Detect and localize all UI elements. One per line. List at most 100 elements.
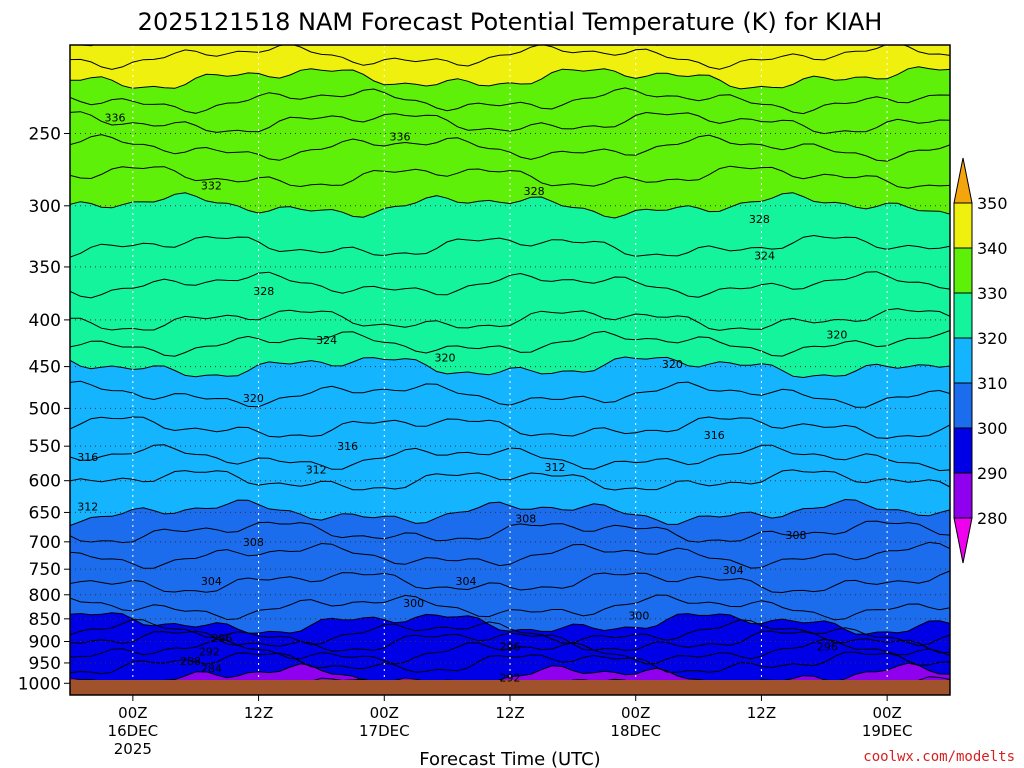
contour-label: 292 (199, 646, 220, 659)
colorbar: 350 340 330 320 310 300 290 280 (953, 157, 1008, 564)
y-tick-label: 1000 (18, 674, 61, 694)
y-tick-label: 400 (29, 311, 61, 331)
contour-label: 320 (826, 328, 847, 341)
contour-label: 296 (500, 641, 521, 654)
colorbar-swatch-340 (953, 202, 973, 249)
y-axis: 2503003504004505005506006507007508008509… (18, 124, 70, 694)
contour-label: 328 (524, 185, 545, 198)
isentrope-332 (70, 165, 950, 189)
contour-label: 300 (628, 610, 649, 623)
contour-label: 288 (180, 655, 201, 668)
contour-label: 324 (316, 334, 337, 347)
isentrope-310 (70, 498, 950, 526)
contour-label: 292 (500, 671, 521, 684)
colorbar-label: 300 (977, 419, 1008, 438)
colorbar-label: 310 (977, 374, 1008, 393)
colorbar-swatch-280 (953, 472, 973, 519)
colorbar-swatch-330 (953, 247, 973, 294)
colorbar-label: 290 (977, 464, 1008, 483)
credit-text: coolwx.com/modelts (863, 749, 1015, 765)
y-tick-label: 350 (29, 258, 61, 278)
contour-label: 312 (545, 461, 566, 474)
isentrope-294 (70, 638, 950, 665)
contour-label: 316 (337, 440, 358, 453)
x-axis-label: Forecast Time (UTC) (419, 749, 600, 768)
colorbar-label: 280 (977, 509, 1008, 528)
isentrope-304 (70, 570, 950, 594)
contour-label: 316 (77, 451, 98, 464)
colorbar-swatch-290 (953, 427, 973, 474)
y-tick-label: 250 (29, 124, 61, 144)
contour-label: 336 (390, 131, 411, 144)
isentrope-328 (70, 234, 950, 258)
y-tick-label: 750 (29, 560, 61, 580)
contour-label: 320 (435, 352, 456, 365)
ground-strip (70, 680, 950, 695)
contour-label: 304 (201, 575, 222, 588)
y-tick-label: 650 (29, 503, 61, 523)
colorbar-label: 330 (977, 284, 1008, 303)
contour-labels: 336 336 332 328 328 328 324 324 320 320 320 320 316 3… (77, 111, 847, 684)
contour-label: 308 (515, 512, 536, 525)
x-tick-label: 00Z (118, 704, 147, 722)
contour-label: 312 (77, 500, 98, 513)
contour-label: 308 (243, 536, 264, 549)
y-tick-label: 600 (29, 472, 61, 492)
x-tick-date: 19DEC (862, 722, 913, 740)
chart-title: 2025121518 NAM Forecast Potential Temper… (138, 8, 883, 36)
y-tick-label: 850 (29, 610, 61, 630)
contour-label: 304 (723, 564, 744, 577)
x-tick-year: 2025 (114, 740, 152, 758)
x-tick-date: 16DEC (108, 722, 159, 740)
contour-label: 328 (253, 285, 274, 298)
isentrope-336 (70, 111, 950, 135)
isentrope-342 (70, 45, 950, 70)
colorbar-swatch-310 (953, 337, 973, 384)
contour-label: 308 (786, 529, 807, 542)
colorbar-under-arrow (953, 517, 973, 564)
contour-label: 284 (201, 662, 222, 675)
isentrope-326 (70, 271, 950, 299)
x-tick-label: 12Z (747, 704, 776, 722)
isentrope-334 (70, 134, 950, 162)
y-tick-label: 900 (29, 632, 61, 652)
isentrope-338 (70, 87, 950, 115)
contour-label: 304 (456, 575, 477, 588)
isentrope-320 (70, 356, 950, 379)
contour-label: 300 (403, 597, 424, 610)
y-tick-label: 550 (29, 437, 61, 457)
y-tick-label: 450 (29, 358, 61, 378)
contour-label: 320 (243, 392, 264, 405)
isentrope-322 (70, 330, 950, 357)
x-tick-label: 00Z (872, 704, 901, 722)
colorbar-label: 350 (977, 194, 1008, 213)
isentrope-312 (70, 469, 950, 491)
colorbar-swatch-320 (953, 292, 973, 339)
isentrope-300 (70, 612, 950, 635)
colorbar-label: 340 (977, 239, 1008, 258)
y-tick-label: 700 (29, 533, 61, 553)
y-tick-label: 950 (29, 654, 61, 674)
plot-area: 336 336 332 328 328 328 324 324 320 320 320 320 316 3… (70, 45, 950, 695)
contour-label: 336 (105, 111, 126, 124)
x-tick-label: 00Z (370, 704, 399, 722)
y-tick-label: 800 (29, 586, 61, 606)
contour-label: 328 (749, 213, 770, 226)
isentrope-316 (70, 416, 950, 439)
isentrope-324 (70, 308, 950, 331)
x-tick-label: 12Z (495, 704, 524, 722)
x-tick-label: 12Z (244, 704, 273, 722)
colorbar-swatch-300 (953, 382, 973, 429)
isentrope-306 (70, 541, 950, 569)
contour-label: 332 (201, 179, 222, 192)
x-tick-date: 18DEC (610, 722, 661, 740)
contour-label: 316 (704, 429, 725, 442)
colorbar-over-arrow (953, 157, 973, 204)
contour-label: 296 (211, 632, 232, 645)
contour-label: 296 (817, 641, 838, 654)
y-tick-label: 500 (29, 399, 61, 419)
contour-label: 312 (306, 463, 327, 476)
contour-label: 320 (662, 358, 683, 371)
